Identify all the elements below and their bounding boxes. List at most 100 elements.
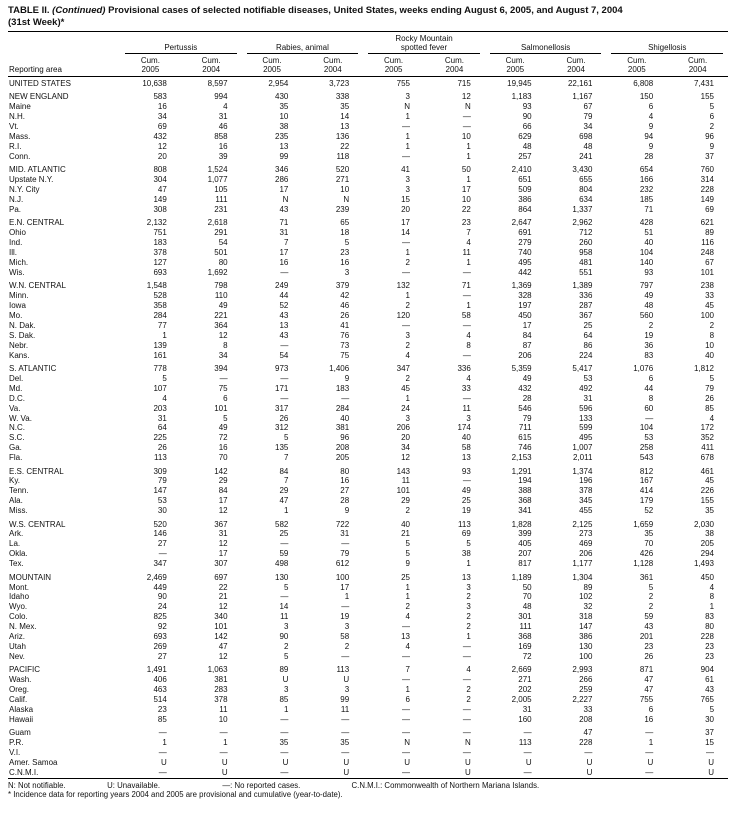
value-cell: 16: [340, 257, 350, 267]
value-cell: 86: [583, 340, 593, 350]
value-cell: 48: [583, 141, 593, 151]
value-cell: 279: [518, 238, 532, 248]
value-cell: U: [343, 675, 350, 685]
value-cell: 71: [461, 281, 471, 291]
value-cell: 72: [218, 433, 228, 443]
value-cell: 26: [279, 413, 289, 423]
value-cell: 291: [214, 228, 228, 238]
value-cell: U: [465, 757, 471, 767]
value-cell: —: [280, 714, 289, 724]
value-cell: 817: [518, 559, 532, 569]
value-cell: 3: [344, 685, 350, 695]
table-row: N.J. 149 111 N N 15 10 386 634 185 149: [8, 195, 728, 205]
value-cell: 546: [518, 403, 532, 413]
value-cell: 301: [518, 612, 532, 622]
value-cell: 84: [218, 486, 228, 496]
value-cell: 35: [340, 102, 350, 112]
value-cell: 449: [153, 582, 167, 592]
table-title-text: Provisional cases of selected notifiable…: [108, 5, 623, 16]
value-cell: 14: [401, 228, 410, 238]
value-cell: —: [341, 728, 350, 738]
value-cell: 28: [644, 151, 654, 161]
value-cell: 797: [639, 281, 654, 291]
value-cell: 1,524: [207, 165, 228, 175]
value-cell: 4: [223, 102, 228, 112]
value-cell: 28: [340, 496, 350, 506]
value-cell: 358: [153, 301, 167, 311]
value-cell: 45: [705, 301, 715, 311]
value-cell: 13: [461, 572, 471, 582]
value-cell: 11: [401, 476, 410, 486]
value-cell: 40: [401, 519, 410, 529]
value-cell: 11: [462, 403, 471, 413]
value-cell: 71: [644, 204, 654, 214]
reporting-area-cell: N.J.: [9, 194, 24, 204]
value-cell: 135: [275, 443, 289, 453]
value-cell: 12: [218, 539, 228, 549]
value-cell: 59: [644, 612, 654, 622]
value-cell: 59: [279, 549, 289, 559]
value-cell: 22,161: [567, 79, 593, 88]
value-cell: 5: [344, 238, 350, 248]
table-row: R.I. 12 16 13 22 1 1 48 48 9 9: [8, 142, 728, 152]
value-cell: 143: [396, 466, 410, 476]
value-cell: 7: [283, 453, 289, 463]
value-cell: 28: [522, 393, 532, 403]
value-cell: 31: [583, 393, 593, 403]
value-cell: —: [645, 767, 654, 777]
value-cell: 94: [644, 132, 654, 142]
reporting-area-cell: Tenn.: [9, 486, 29, 496]
reporting-area-cell: Pa.: [9, 204, 22, 214]
reporting-area-cell: Nebr.: [9, 340, 29, 350]
value-cell: 232: [639, 185, 654, 195]
value-cell: 105: [214, 185, 228, 195]
footnote-cnmi: C.N.M.I.: Commonwealth of Northern Maria…: [351, 780, 540, 790]
value-cell: 2,962: [572, 218, 593, 228]
value-cell: 221: [214, 310, 228, 320]
value-cell: 71: [279, 218, 289, 228]
value-cell: 411: [701, 443, 715, 453]
value-cell: 206: [518, 350, 532, 360]
value-cell: 3: [466, 413, 471, 423]
table-row: N. Dak. 77 364 13 41 — — 17 25 2 2: [8, 321, 728, 331]
value-cell: 113: [336, 665, 350, 675]
reporting-area-header: Reporting area: [8, 31, 120, 77]
value-cell: 1: [466, 141, 471, 151]
value-cell: 4: [648, 112, 654, 122]
value-cell: 70: [218, 453, 228, 463]
value-cell: 973: [275, 363, 289, 373]
value-cell: 58: [461, 310, 471, 320]
value-cell: —: [462, 320, 471, 330]
value-cell: 174: [457, 423, 471, 433]
value-cell: 2,618: [207, 218, 228, 228]
value-cell: 206: [579, 549, 593, 559]
value-cell: 442: [518, 267, 532, 277]
value-cell: 271: [518, 675, 532, 685]
value-cell: 90: [522, 112, 532, 122]
value-cell: 294: [700, 549, 715, 559]
value-cell: 13: [461, 453, 471, 463]
value-cell: 93: [644, 267, 654, 277]
value-cell: 765: [700, 694, 715, 704]
value-cell: 33: [461, 383, 471, 393]
value-cell: 615: [518, 433, 532, 443]
value-cell: 2: [283, 641, 289, 651]
value-cell: 386: [579, 632, 593, 642]
value-cell: 26: [340, 310, 350, 320]
value-cell: 2: [405, 602, 410, 612]
value-cell: —: [280, 267, 289, 277]
reporting-area-cell: V.I.: [9, 748, 21, 757]
value-cell: 69: [461, 529, 471, 539]
value-cell: 38: [279, 122, 289, 132]
value-cell: 64: [583, 330, 593, 340]
value-cell: 101: [214, 622, 228, 632]
value-cell: U: [708, 757, 715, 767]
value-cell: 394: [214, 363, 228, 373]
reporting-area-cell: N.Y. City: [9, 185, 40, 195]
value-cell: 2: [466, 622, 471, 632]
value-cell: 150: [639, 92, 654, 102]
table-row: Amer. Samoa U U U U U U U U U U: [8, 758, 728, 768]
value-cell: 70: [644, 539, 654, 549]
table-row: Wyo. 24 12 14 — 2 3 48 32 2 1: [8, 602, 728, 612]
value-cell: 2: [405, 506, 410, 516]
